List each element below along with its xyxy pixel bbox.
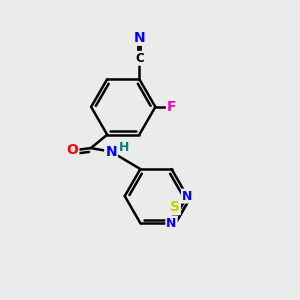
- Text: N: N: [105, 145, 117, 159]
- Text: F: F: [167, 100, 176, 114]
- Text: N: N: [134, 31, 145, 45]
- Text: N: N: [182, 190, 192, 202]
- Text: N: N: [167, 217, 177, 230]
- Text: C: C: [135, 52, 144, 65]
- Text: O: O: [67, 143, 78, 158]
- Text: H: H: [119, 141, 130, 154]
- Text: S: S: [170, 200, 180, 214]
